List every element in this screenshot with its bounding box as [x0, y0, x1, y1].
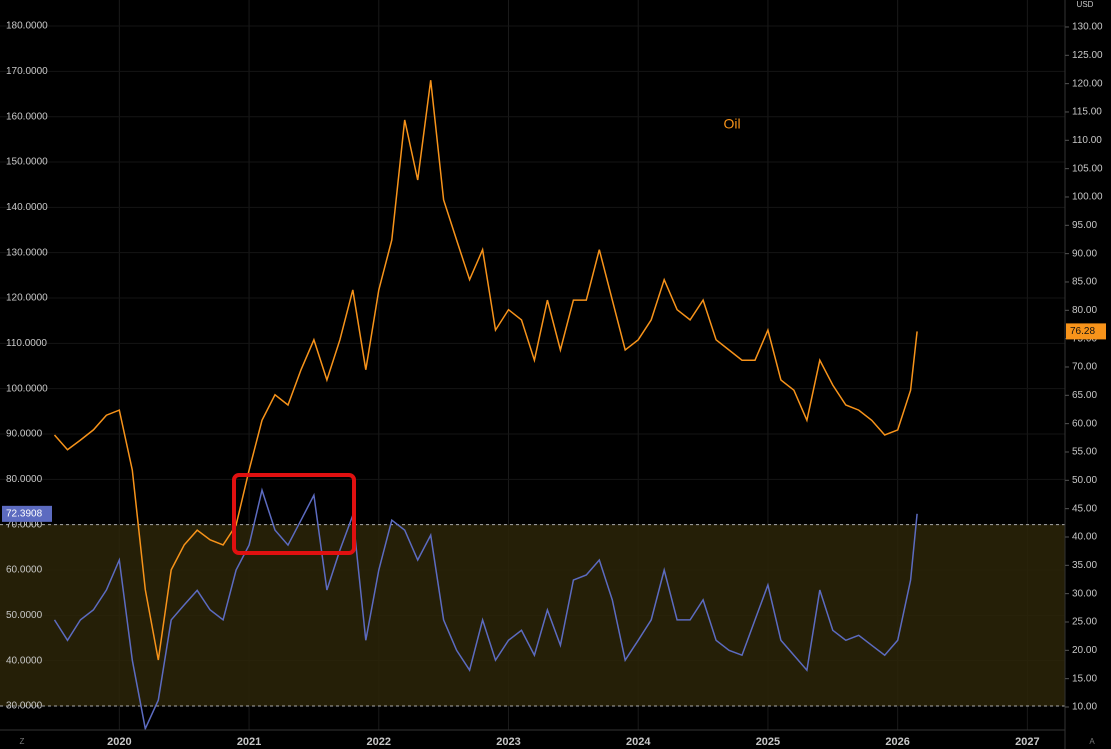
- y-tick-label: 180.0000: [6, 21, 48, 32]
- y-tick-label: 150.0000: [6, 157, 48, 168]
- y-tick-label: 110.0000: [6, 338, 47, 349]
- y2-tick-label: 50.00: [1072, 475, 1097, 486]
- y-tick-label: 170.0000: [6, 66, 48, 77]
- y-tick-label: 130.0000: [6, 247, 48, 258]
- y2-tick-label: 125.00: [1072, 50, 1103, 61]
- series-line: [53, 487, 918, 730]
- y2-tick-label: 70.00: [1072, 362, 1097, 373]
- y2-tick-label: 115.00: [1072, 107, 1102, 118]
- x-tick-label: 2027: [1015, 736, 1039, 748]
- y2-tick-label: 40.00: [1072, 532, 1097, 543]
- x-tick-label: 2023: [496, 736, 520, 748]
- y2-tick-label: 65.00: [1072, 390, 1097, 401]
- corner-button[interactable]: A: [1089, 737, 1095, 746]
- y2-tick-label: 105.00: [1072, 163, 1103, 174]
- x-tick-label: 2020: [107, 736, 131, 748]
- y2-tick-label: 110.00: [1072, 135, 1102, 146]
- price-badge-label: 76.28: [1070, 326, 1095, 337]
- y2-tick-label: 25.00: [1072, 617, 1097, 628]
- x-tick-label: 2026: [885, 736, 909, 748]
- y2-tick-label: 30.00: [1072, 588, 1097, 599]
- y-tick-label: 90.0000: [6, 429, 43, 440]
- y-tick-label: 50.0000: [6, 610, 43, 621]
- series-label: Oil: [723, 116, 740, 132]
- y-tick-label: 140.0000: [6, 202, 48, 213]
- y2-tick-label: 80.00: [1072, 305, 1097, 316]
- price-badge: [2, 505, 52, 522]
- y-tick-label: 160.0000: [6, 111, 48, 122]
- highlight-box: [232, 473, 356, 555]
- y2-tick-label: 100.00: [1072, 192, 1103, 203]
- y-tick-label: 40.0000: [6, 655, 43, 666]
- x-tick-label: 2024: [626, 736, 651, 748]
- y2-tick-label: 90.00: [1072, 248, 1097, 259]
- y2-tick-label: 20.00: [1072, 645, 1097, 656]
- currency[interactable]: USD: [1077, 0, 1094, 9]
- y-tick-label: 120.0000: [6, 293, 48, 304]
- y-tick-label: 80.0000: [6, 474, 43, 485]
- y2-tick-label: 60.00: [1072, 418, 1097, 429]
- axes: 2020 2021 2022 2023 2024 2025 2026 2027 30.0000 4…: [2, 21, 1106, 748]
- y2-tick-label: 45.00: [1072, 503, 1097, 514]
- y-tick-label: 70.0000: [6, 519, 43, 530]
- y2-tick-label: 95.00: [1072, 220, 1097, 231]
- corner-button[interactable]: Z: [20, 737, 25, 746]
- y2-tick-label: 120.00: [1072, 78, 1103, 89]
- y-tick-label: 30.0000: [6, 701, 43, 712]
- y-tick-label: 60.0000: [6, 565, 43, 576]
- y2-tick-label: 15.00: [1072, 673, 1097, 684]
- y-tick-label: 100.0000: [6, 383, 48, 394]
- band-fill: [0, 524, 1065, 707]
- price-badge: [1066, 323, 1106, 340]
- y2-tick-label: 55.00: [1072, 447, 1097, 458]
- x-tick-label: 2022: [367, 736, 391, 748]
- price-badge-label: 72.3908: [6, 508, 43, 519]
- plot-area: [0, 80, 1065, 730]
- y2-tick-label: 85.00: [1072, 277, 1097, 288]
- y2-tick-label: 130.00: [1072, 22, 1103, 33]
- y2-tick-label: 10.00: [1072, 702, 1097, 713]
- x-tick-label: 2025: [756, 736, 780, 748]
- x-tick-label: 2021: [237, 736, 261, 748]
- series-line: [53, 80, 918, 661]
- y2-tick-label: 35.00: [1072, 560, 1097, 571]
